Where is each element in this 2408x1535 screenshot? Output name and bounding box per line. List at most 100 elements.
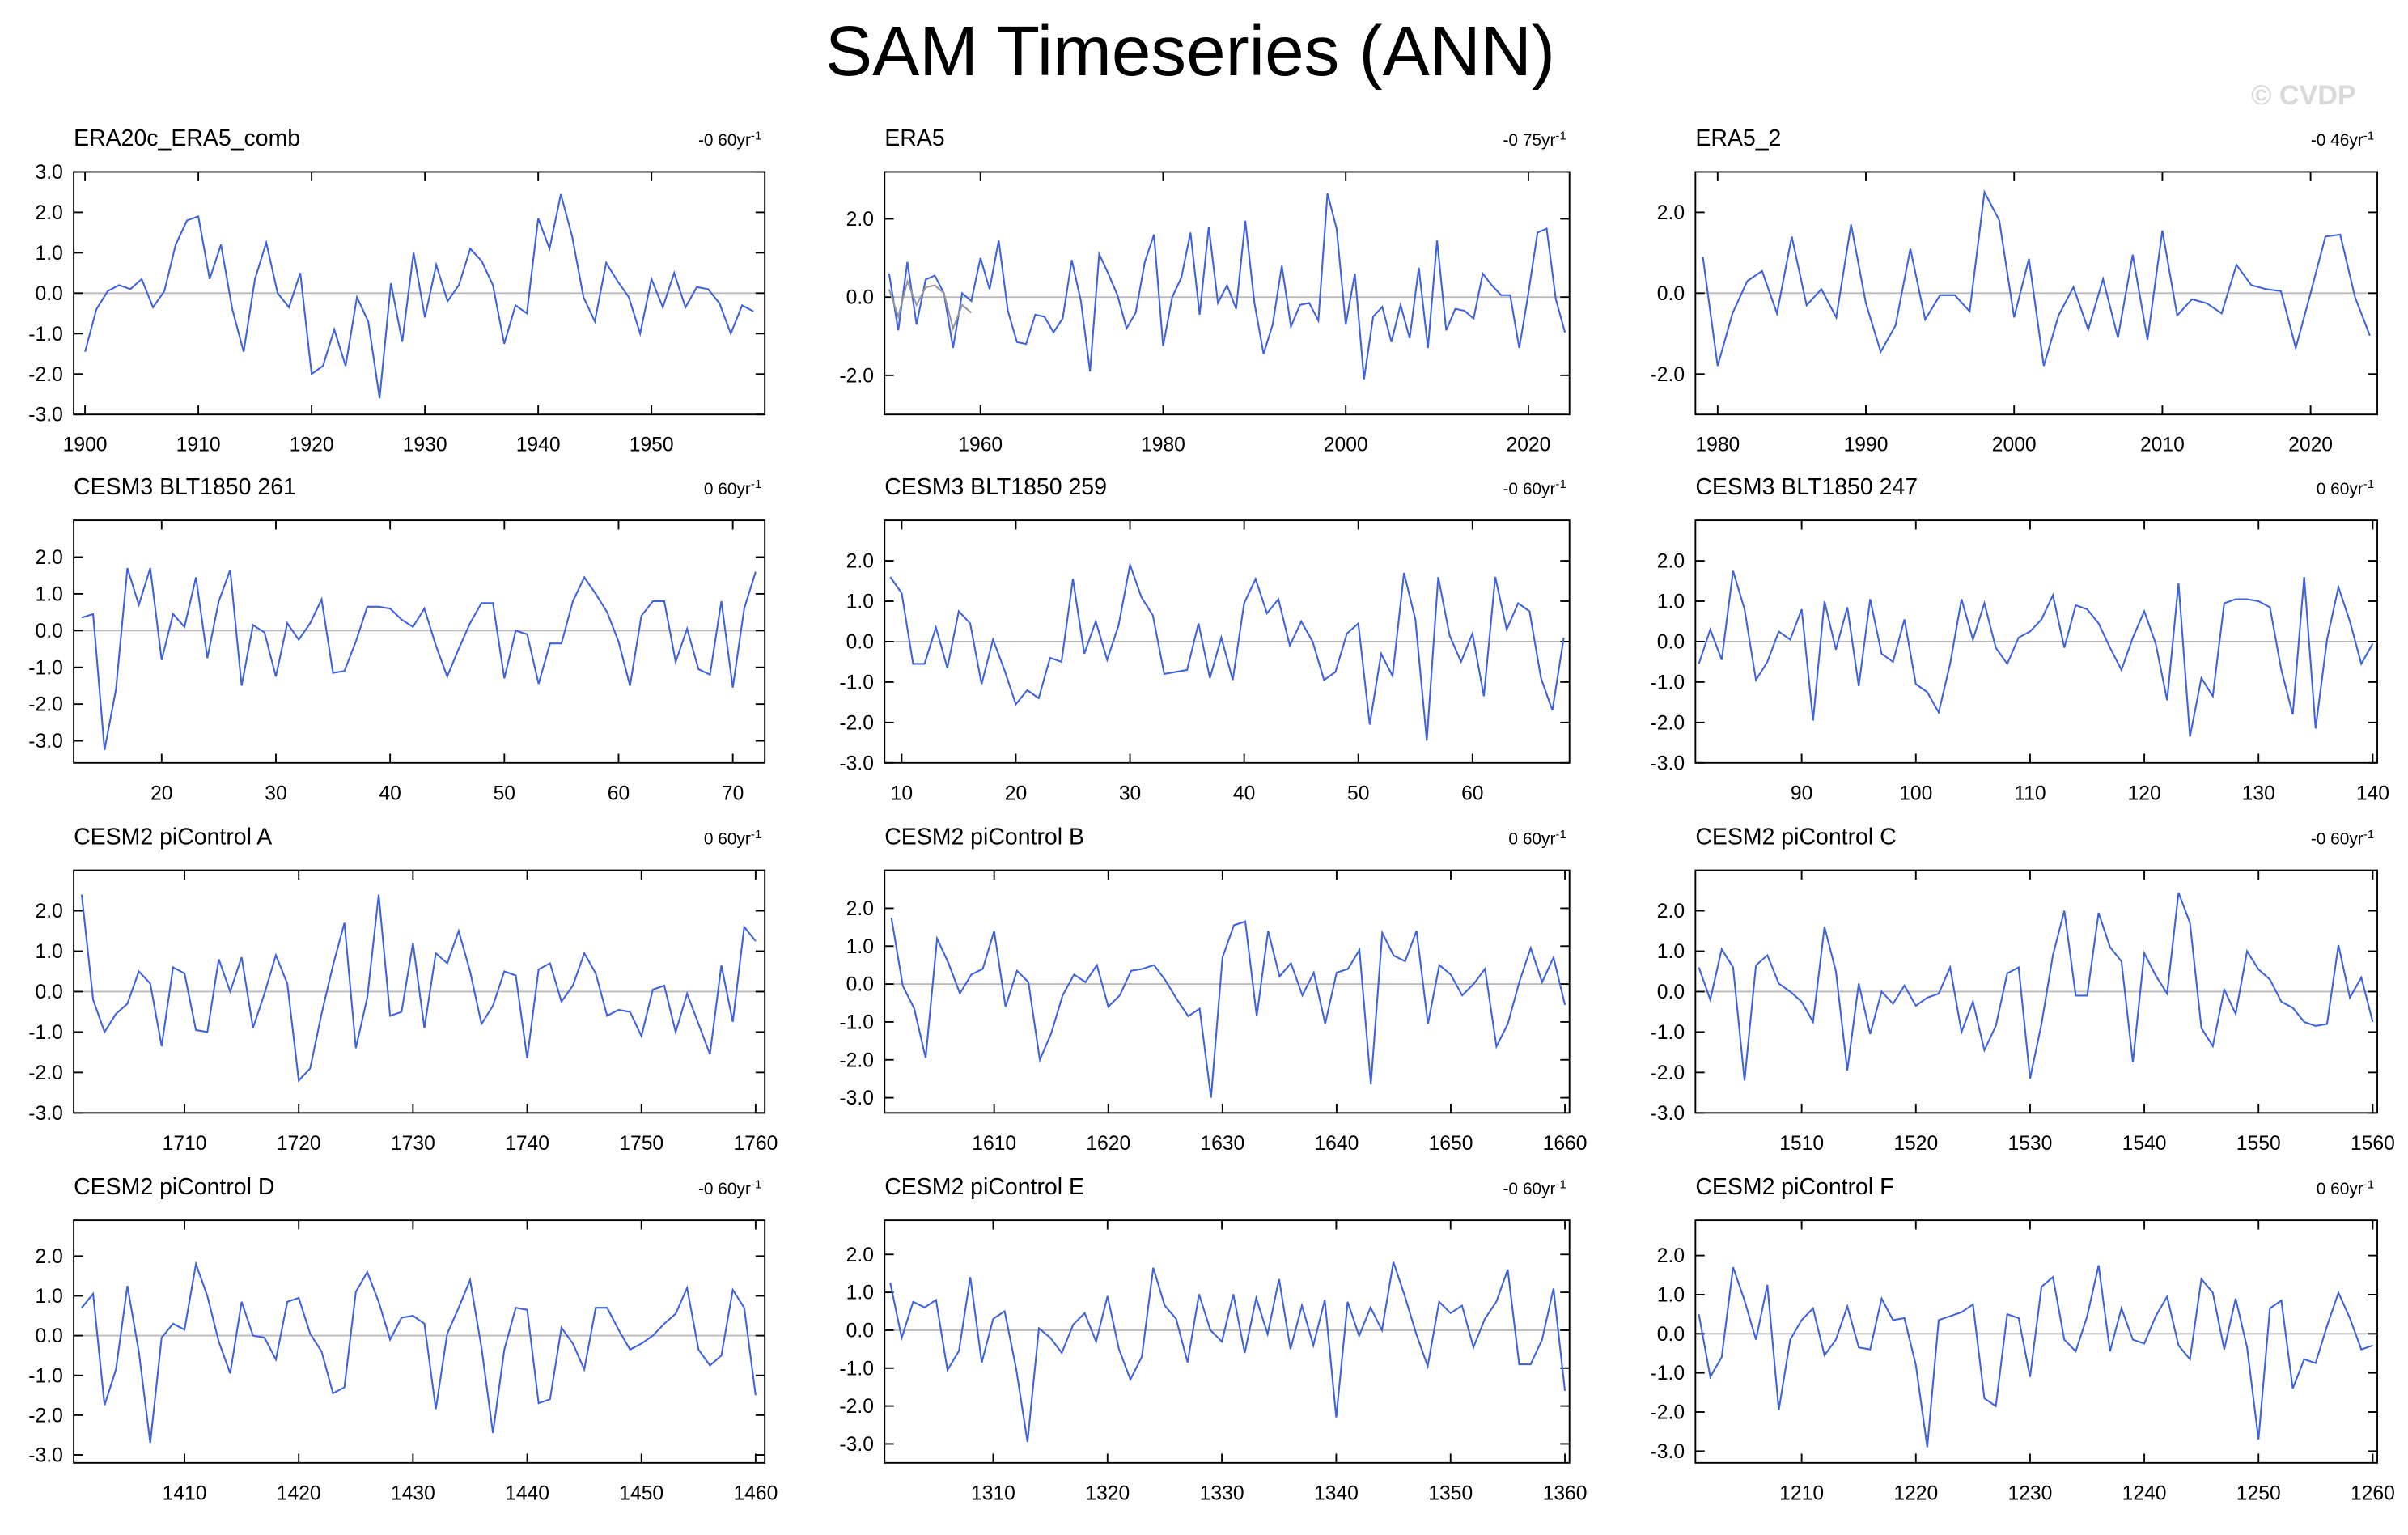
- x-tick-label: 1750: [619, 1133, 663, 1155]
- trend-value: 0 60yr: [2317, 480, 2363, 498]
- series-line: [889, 562, 1565, 741]
- y-tick-label: 1.0: [36, 941, 63, 963]
- y-tick-label: 2.0: [846, 209, 874, 231]
- x-tick-label: 90: [1791, 782, 1812, 804]
- panel-title: ERA20c_ERA5_comb: [74, 125, 300, 151]
- x-tick-label: 1430: [391, 1482, 435, 1504]
- x-tick-label: 1620: [1086, 1133, 1130, 1155]
- x-tick-label: 1550: [2236, 1133, 2281, 1155]
- y-tick-label: 0.0: [36, 982, 63, 1003]
- x-tick-label: 1910: [176, 435, 221, 456]
- series-line: [1698, 1265, 2373, 1448]
- trend-label: -0 60yr-1: [698, 1177, 761, 1198]
- y-tick-label: -2.0: [1651, 1402, 1685, 1424]
- x-tick-label: 1510: [1779, 1133, 1824, 1155]
- y-tick-label: -2.0: [839, 365, 874, 387]
- x-tick-label: 1540: [2122, 1133, 2167, 1155]
- y-tick-label: -1.0: [1651, 1363, 1685, 1384]
- y-tick-label: -1.0: [28, 324, 63, 346]
- x-tick-label: 1760: [733, 1133, 778, 1155]
- y-tick-label: 1.0: [1657, 592, 1685, 613]
- x-tick-label: 110: [2014, 782, 2046, 804]
- y-tick-label: 0.0: [1657, 1324, 1685, 1346]
- x-tick-label: 60: [1461, 782, 1483, 804]
- x-tick-label: 1720: [277, 1133, 321, 1155]
- x-tick-label: 50: [1347, 782, 1369, 804]
- y-tick-label: -2.0: [839, 1049, 874, 1071]
- y-tick-label: -2.0: [28, 364, 63, 386]
- x-tick-label: 1980: [1141, 435, 1185, 456]
- x-tick-label: 50: [494, 782, 515, 804]
- trend-exponent: -1: [1555, 1177, 1566, 1191]
- x-tick-label: 30: [1119, 782, 1141, 804]
- y-tick-label: 1.0: [36, 1286, 63, 1308]
- trend-exponent: -1: [1555, 828, 1566, 842]
- panel-title: CESM2 piControl F: [1695, 1174, 1893, 1200]
- y-tick-label: -1.0: [28, 657, 63, 679]
- trend-exponent: -1: [2363, 477, 2374, 491]
- x-tick-label: 1660: [1543, 1133, 1588, 1155]
- y-tick-label: -3.0: [839, 1434, 874, 1456]
- y-tick-label: 0.0: [846, 1320, 874, 1342]
- x-tick-label: 2020: [2288, 435, 2333, 456]
- figure-title: SAM Timeseries (ANN): [825, 12, 1555, 91]
- trend-label: -0 60yr-1: [1503, 477, 1566, 498]
- panel-title: CESM3 BLT1850 259: [884, 474, 1107, 500]
- x-tick-label: 20: [150, 782, 172, 804]
- y-tick-label: -1.0: [839, 1358, 874, 1380]
- panel-title: CESM2 piControl D: [74, 1174, 274, 1200]
- y-tick-label: 1.0: [846, 1283, 874, 1304]
- x-tick-label: 1710: [163, 1133, 207, 1155]
- trend-exponent: -1: [751, 828, 761, 842]
- trend-exponent: -1: [751, 1177, 761, 1191]
- x-tick-label: 1410: [163, 1482, 207, 1504]
- y-tick-label: 0.0: [846, 287, 874, 309]
- y-tick-label: 2.0: [846, 551, 874, 573]
- x-tick-label: 100: [1899, 782, 1932, 804]
- y-tick-label: -3.0: [1651, 1441, 1685, 1463]
- plot-frame: [73, 1219, 766, 1464]
- panel-title: CESM3 BLT1850 261: [74, 474, 296, 500]
- trend-exponent: -1: [1555, 129, 1566, 143]
- series-line: [888, 193, 1566, 380]
- trend-value: 0 60yr: [2317, 1180, 2363, 1198]
- x-tick-label: 1930: [403, 435, 447, 456]
- series-line: [890, 917, 1566, 1098]
- x-tick-label: 1210: [1779, 1482, 1824, 1504]
- panel-title: CESM3 BLT1850 247: [1695, 474, 1918, 500]
- y-tick-label: 0.0: [36, 621, 63, 642]
- plot-frame: [884, 869, 1571, 1114]
- plot-frame: [884, 1219, 1571, 1464]
- x-tick-label: 140: [2356, 782, 2389, 804]
- x-tick-label: 1230: [2007, 1482, 2052, 1504]
- y-tick-label: -3.0: [28, 1103, 63, 1125]
- x-tick-label: 120: [2128, 782, 2161, 804]
- series-line: [81, 1261, 757, 1444]
- x-tick-label: 2020: [1506, 435, 1550, 456]
- trend-exponent: -1: [751, 129, 761, 143]
- trend-value: 0 60yr: [704, 480, 751, 498]
- x-tick-label: 1450: [619, 1482, 663, 1504]
- y-tick-label: -2.0: [839, 1396, 874, 1418]
- plot-frame: [73, 519, 766, 764]
- y-tick-label: -1.0: [28, 1365, 63, 1387]
- trend-value: -0 46yr: [2311, 131, 2363, 150]
- y-tick-label: 3.0: [36, 162, 63, 184]
- trend-label: 0 60yr-1: [2317, 1177, 2374, 1198]
- series-line: [889, 1261, 1566, 1443]
- y-tick-label: -2.0: [28, 1062, 63, 1084]
- y-tick-label: 1.0: [846, 936, 874, 958]
- y-tick-label: -1.0: [1651, 672, 1685, 693]
- y-tick-label: 0.0: [846, 631, 874, 653]
- series-line: [84, 193, 754, 399]
- y-tick-label: 2.0: [1657, 202, 1685, 224]
- panel-title: CESM2 piControl C: [1695, 824, 1896, 850]
- y-tick-label: 2.0: [1657, 901, 1685, 922]
- y-tick-label: 2.0: [36, 547, 63, 569]
- y-tick-label: -1.0: [1651, 1022, 1685, 1044]
- trend-value: -0 60yr: [698, 131, 751, 150]
- trend-value: -0 60yr: [1503, 1180, 1555, 1198]
- y-tick-label: -2.0: [1651, 1062, 1685, 1084]
- x-tick-label: 1520: [1893, 1133, 1938, 1155]
